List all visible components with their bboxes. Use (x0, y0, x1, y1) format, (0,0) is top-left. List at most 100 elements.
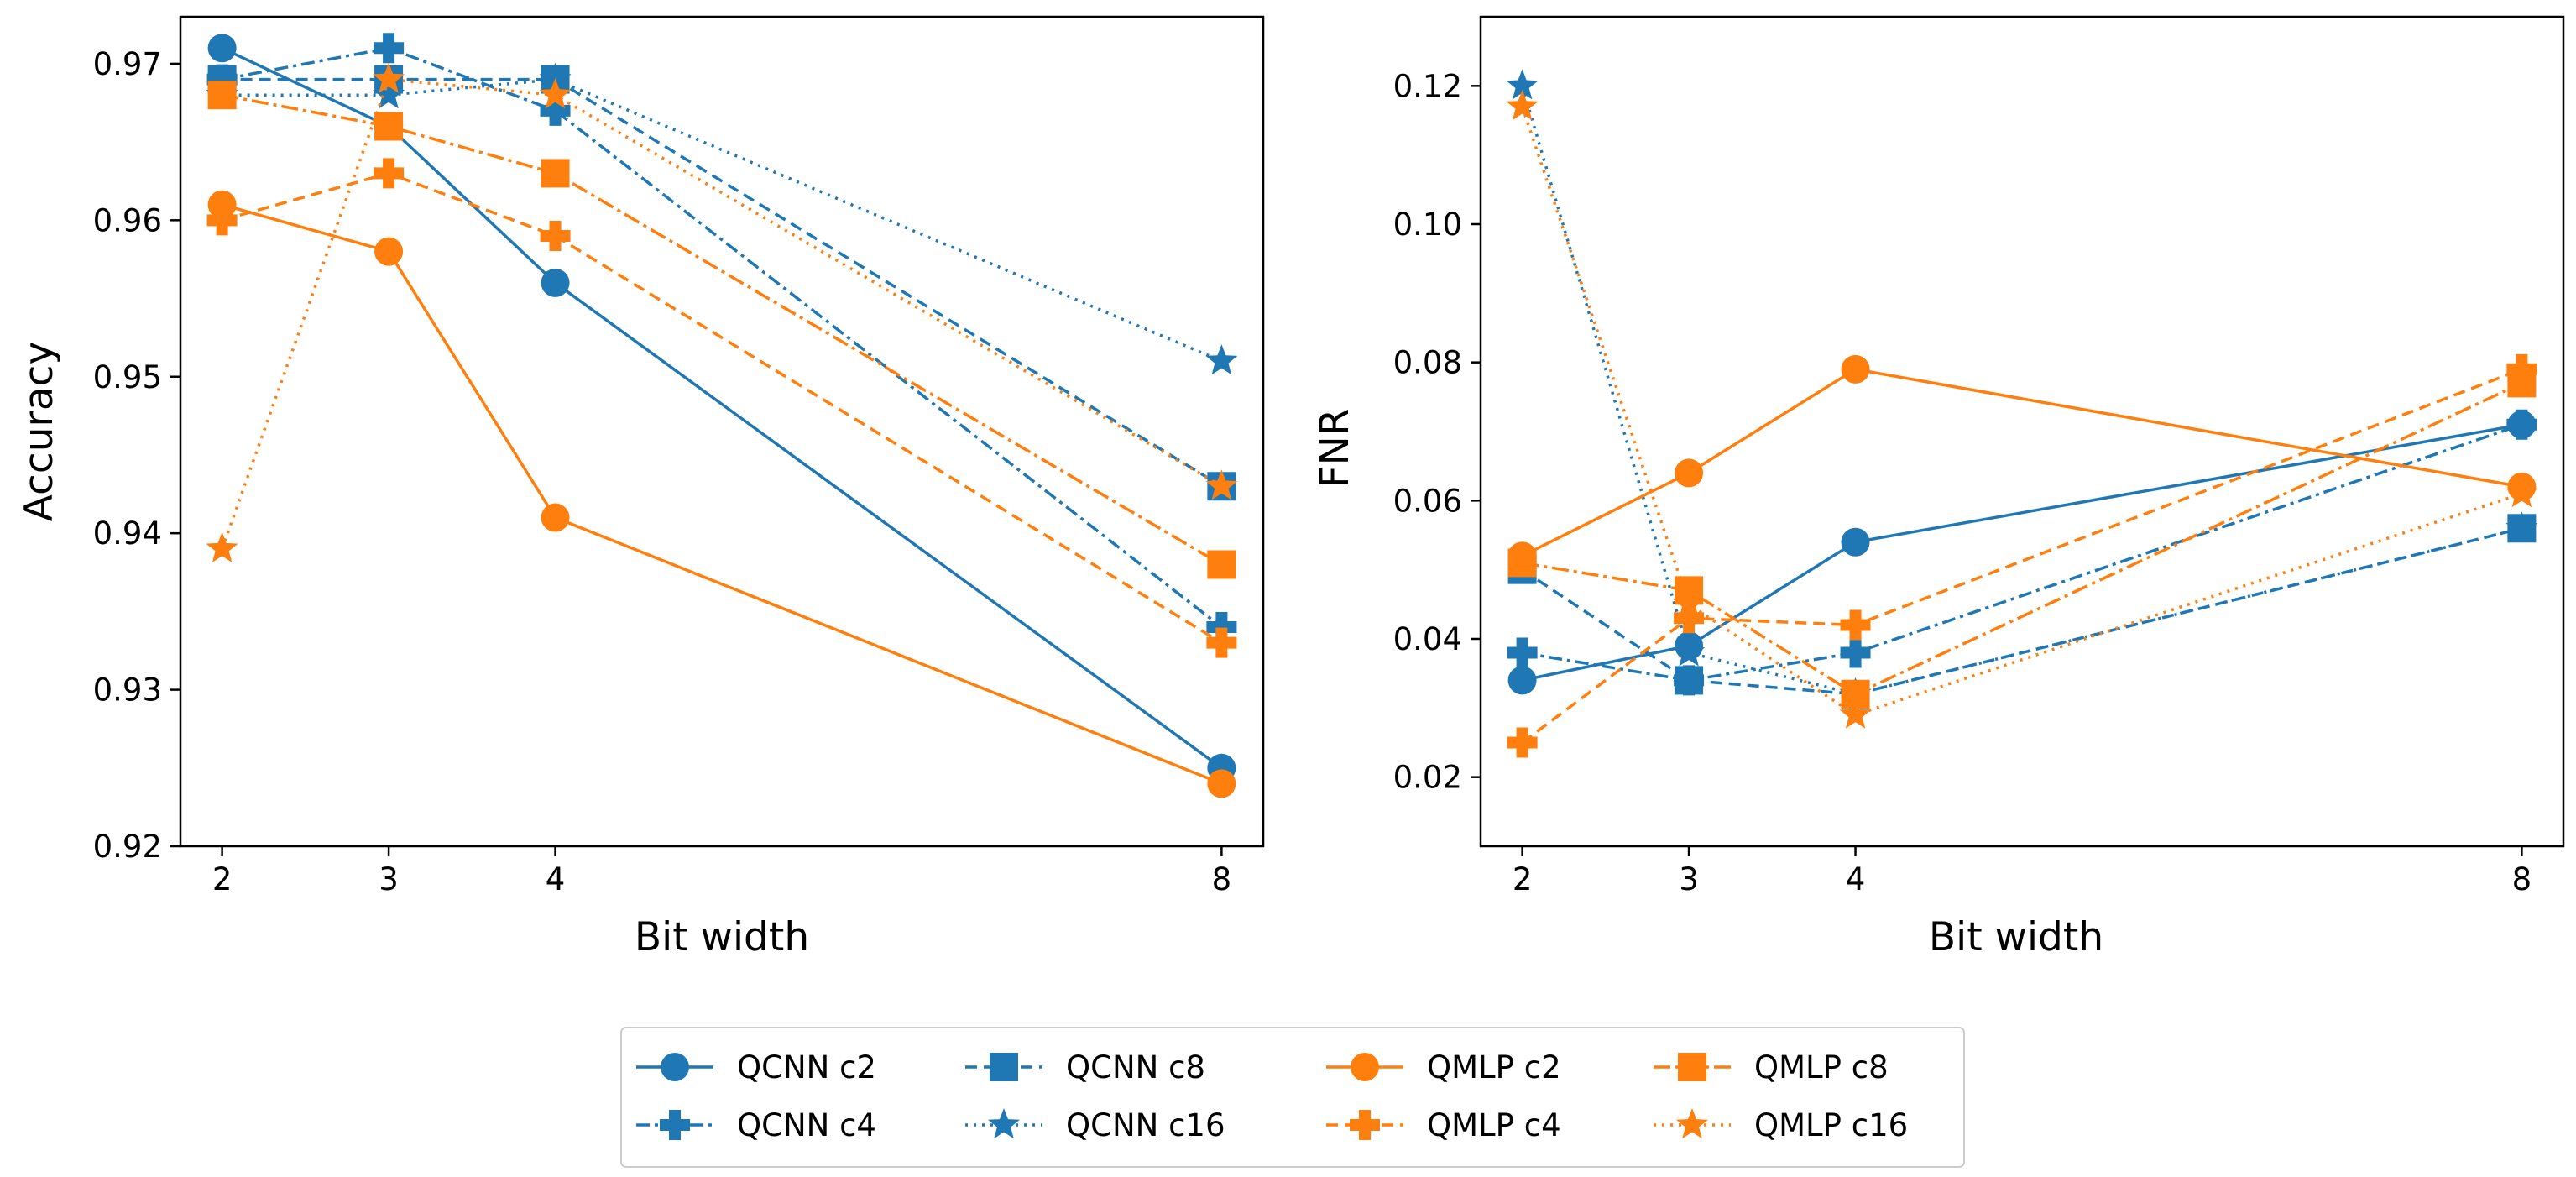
fnr-series-qmlp-c8 (1507, 369, 2537, 709)
fnr-point-qcnn-c2 (1507, 666, 1537, 695)
accuracy-point-qcnn-c4 (540, 95, 571, 126)
accuracy-point-qmlp-c4 (206, 205, 238, 236)
fnr-point-qmlp-c4 (1840, 609, 1871, 641)
accuracy-x-axis-label: Bit width (635, 914, 809, 960)
accuracy-point-qmlp-c2 (1207, 769, 1236, 798)
accuracy-point-qmlp-c8 (374, 112, 404, 141)
fnr-y-axis-label: FNR (1312, 409, 1358, 489)
legend-marker-qmlp-c4 (1350, 1110, 1380, 1140)
legend-marker-qmlp-c16 (1676, 1108, 1708, 1139)
accuracy-series-qcnn-c8 (207, 65, 1236, 501)
fnr-y-tick-label: 0.04 (1393, 621, 1462, 657)
fnr-x-tick-label: 3 (1679, 861, 1699, 897)
legend-item-qcnn-c4: QCNN c4 (636, 1107, 876, 1143)
accuracy-point-qmlp-c16 (373, 62, 405, 93)
fnr-point-qmlp-c2 (1675, 458, 1704, 488)
legend-item-qmlp-c8: QMLP c8 (1654, 1049, 1889, 1085)
fnr-y-tick-label: 0.08 (1393, 345, 1462, 381)
accuracy-y-tick-label: 0.92 (93, 829, 162, 865)
accuracy-point-qcnn-c16 (373, 78, 405, 109)
accuracy-point-qmlp-c2 (374, 237, 404, 266)
accuracy-series-qmlp-c8 (207, 81, 1236, 579)
accuracy-series-qcnn-c16 (206, 62, 1238, 375)
accuracy-series-qmlp-c16 (206, 62, 1238, 562)
legend-marker-qcnn-c8 (990, 1053, 1018, 1081)
legend-item-qmlp-c2: QMLP c2 (1326, 1049, 1561, 1085)
fnr-y-tick-label: 0.12 (1393, 68, 1462, 104)
legend-marker-qcnn-c2 (661, 1053, 689, 1081)
fnr-point-qmlp-c16 (1839, 698, 1872, 729)
fnr-line-qcnn-c4 (1522, 423, 2522, 683)
accuracy-series-qmlp-c4 (206, 158, 1237, 658)
fnr-line-qmlp-c16 (1520, 106, 2522, 717)
fnr-point-qmlp-c16 (2505, 477, 2538, 508)
accuracy-series-qcnn-c2 (207, 34, 1236, 782)
accuracy-point-qmlp-c16 (539, 78, 572, 109)
fnr-point-qmlp-c2 (1841, 354, 1870, 384)
accuracy-point-qmlp-c8 (207, 81, 237, 110)
accuracy-point-qmlp-c16 (1205, 469, 1238, 500)
legend-label-qmlp-c2: QMLP c2 (1427, 1049, 1561, 1085)
accuracy-point-qcnn-c4 (1206, 612, 1237, 643)
legend-label-qcnn-c16: QCNN c16 (1066, 1107, 1225, 1143)
accuracy-x-tick-label: 4 (546, 861, 566, 897)
fnr-point-qmlp-c4 (1507, 727, 1538, 758)
accuracy-point-qcnn-c16 (1205, 344, 1238, 375)
accuracy-point-qmlp-c4 (540, 220, 571, 251)
fnr-series-qcnn-c16 (1506, 69, 2538, 708)
legend-label-qmlp-c4: QMLP c4 (1427, 1107, 1561, 1143)
fnr-y-tick-label: 0.06 (1393, 483, 1462, 519)
legend-marker-qmlp-c2 (1351, 1053, 1379, 1081)
accuracy-point-qcnn-c2 (541, 268, 570, 297)
fnr-point-qmlp-c8 (2507, 369, 2537, 398)
fnr-plot-frame (1479, 15, 2565, 848)
accuracy-point-qcnn-c16 (539, 62, 572, 93)
legend-item-qcnn-c2: QCNN c2 (636, 1049, 876, 1085)
fnr-point-qcnn-c4 (1507, 637, 1538, 668)
fnr-point-qcnn-c16 (1673, 636, 1706, 667)
fnr-line-qcnn-c16 (1520, 85, 2522, 696)
fnr-point-qcnn-c4 (2506, 409, 2537, 440)
accuracy-line-qcnn-c2 (221, 46, 1223, 770)
legend: QCNN c2 QCNN c4 QCNN c8 QCNN c16 QMLP c2 QMLP… (620, 1027, 1965, 1168)
accuracy-point-qmlp-c8 (541, 159, 570, 188)
fnr-point-qcnn-c16 (2505, 511, 2538, 542)
fnr-line-qcnn-c2 (1522, 423, 2522, 683)
fnr-x-tick-label: 8 (2512, 861, 2532, 897)
legend-item-qmlp-c16: QMLP c16 (1654, 1107, 1908, 1143)
accuracy-y-tick-label: 0.97 (93, 46, 162, 82)
fnr-series-qmlp-c4 (1507, 353, 2537, 758)
legend-label-qcnn-c4: QCNN c4 (737, 1107, 876, 1143)
fnr-series-qmlp-c16 (1506, 90, 2538, 729)
accuracy-line-qcnn-c16 (222, 77, 1223, 363)
legend-frame (620, 1027, 1965, 1168)
fnr-y-tick-label: 0.10 (1393, 207, 1462, 243)
legend-item-qcnn-c8: QCNN c8 (965, 1049, 1205, 1085)
legend-label-qmlp-c8: QMLP c8 (1754, 1049, 1889, 1085)
accuracy-line-qcnn-c8 (222, 77, 1223, 488)
fnr-chart: 0.02 0.04 0.06 0.08 0.10 0.12 2 3 4 8 FNR Bit wid… (1312, 15, 2565, 960)
accuracy-point-qmlp-c4 (1206, 627, 1237, 658)
fnr-point-qmlp-c8 (1507, 548, 1537, 578)
fnr-line-qcnn-c8 (1521, 526, 2522, 696)
accuracy-y-tick-label: 0.95 (93, 359, 162, 395)
accuracy-line-qmlp-c4 (222, 171, 1223, 645)
accuracy-y-axis-label: Accuracy (16, 342, 62, 522)
fnr-series-qcnn-c8 (1507, 514, 2537, 709)
accuracy-y-tick-label: 0.93 (93, 672, 162, 709)
fnr-line-qmlp-c8 (1522, 381, 2523, 696)
fnr-point-qmlp-c16 (1506, 90, 1539, 121)
accuracy-point-qcnn-c2 (207, 34, 237, 63)
accuracy-point-qmlp-c16 (206, 531, 238, 562)
fnr-series-qmlp-c2 (1507, 354, 2537, 571)
fnr-y-tick-label: 0.02 (1393, 760, 1462, 796)
accuracy-x-tick-label: 2 (212, 861, 233, 897)
fnr-x-tick-label: 2 (1513, 861, 1533, 897)
accuracy-point-qcnn-c4 (374, 33, 405, 64)
fnr-x-axis-label: Bit width (1929, 914, 2103, 960)
accuracy-series-qmlp-c2 (207, 190, 1236, 798)
legend-label-qcnn-c2: QCNN c2 (737, 1049, 876, 1085)
accuracy-y-tick-label: 0.96 (93, 202, 162, 238)
fnr-point-qcnn-c16 (1506, 69, 1539, 100)
